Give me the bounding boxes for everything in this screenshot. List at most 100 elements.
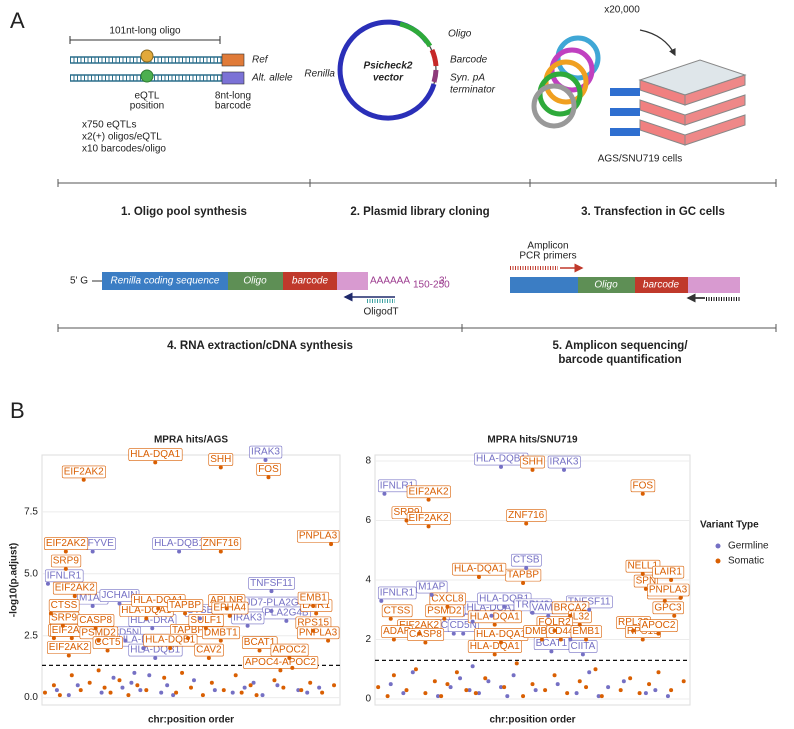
y-tick-label: 4 [365, 575, 371, 586]
point [643, 691, 648, 696]
renilla-block [102, 272, 228, 290]
point [445, 604, 450, 609]
point [502, 604, 507, 609]
point [555, 682, 560, 687]
point [218, 465, 223, 470]
point [628, 676, 633, 681]
oligo-length: 101nt-long oligo [109, 26, 181, 37]
point [640, 491, 645, 496]
point [51, 636, 56, 641]
point [524, 566, 529, 571]
barcode-arc [429, 48, 439, 67]
point-label: TAPBP [507, 570, 539, 581]
point-label: HLA-DQA1 [130, 449, 180, 460]
tail-block [337, 272, 368, 290]
point [653, 688, 658, 693]
alt-allele [140, 69, 154, 83]
point [203, 626, 208, 631]
point [647, 682, 652, 687]
point-label: PNPLA3 [299, 531, 338, 542]
point-label: APOC2 [642, 620, 676, 631]
y-tick-label: 8 [365, 456, 371, 467]
point-label: SULF1 [190, 615, 222, 626]
point [320, 690, 325, 695]
point-label: IFNLR1 [380, 480, 415, 491]
point [665, 694, 670, 699]
point [239, 690, 244, 695]
point [593, 667, 598, 672]
point-label: IL32 [570, 611, 590, 622]
five-prime: 5' G [70, 276, 88, 287]
point [376, 685, 381, 690]
point-label: APOC2 [272, 645, 306, 656]
point [451, 631, 456, 636]
point [426, 524, 431, 529]
oligo-diagram: 101nt-long oligo Ref Alt. allele eQTL po… [69, 26, 293, 155]
point [102, 685, 107, 690]
point-label: SPN [636, 576, 657, 587]
point [499, 685, 503, 690]
point [138, 688, 143, 693]
point [643, 586, 648, 591]
flask [684, 114, 746, 146]
point-label: CTSS [384, 605, 411, 616]
point-label: HLA-DQA1 [476, 629, 526, 640]
point [388, 616, 393, 621]
point [577, 679, 582, 684]
cap [610, 108, 640, 116]
point-label: CCT5 [94, 637, 121, 648]
point-label: BRCA2 [554, 602, 588, 613]
x-axis-label: chr:position order [489, 715, 575, 726]
cap [610, 88, 640, 96]
point-label: IFNLR1 [380, 587, 415, 598]
point-label: M1AP [79, 593, 107, 604]
oligo-block [228, 272, 283, 290]
point-label: HLA-DQB1 [476, 454, 526, 465]
point [432, 679, 437, 684]
point [162, 675, 167, 680]
point [200, 693, 205, 698]
point [423, 640, 428, 645]
step: 5. Amplicon sequencing/ [552, 340, 688, 352]
point-label: EIF2AK2 [409, 486, 449, 497]
point-label: CTSS [51, 600, 78, 611]
point [117, 678, 122, 683]
point [558, 637, 563, 642]
point [153, 460, 158, 465]
legend-title: Variant Type [700, 520, 759, 531]
point-label: HLA-DRA [130, 615, 174, 626]
point-label: FOS [258, 464, 279, 475]
point [299, 688, 304, 693]
point [410, 670, 415, 675]
step: barcode quantification [558, 354, 681, 366]
point [314, 611, 319, 616]
point-label: EIF2AK2 [64, 466, 104, 477]
renilla-arc [337, 19, 437, 121]
renilla-block [510, 277, 578, 293]
barcode-note: 8nt-long [215, 91, 251, 102]
legend: Variant Type Germline Somatic [700, 520, 769, 567]
point [99, 690, 104, 695]
primers-label: Amplicon [527, 241, 568, 252]
point [492, 652, 497, 657]
point [426, 497, 431, 502]
point-label: GPC3 [654, 602, 682, 613]
point-label: TNFSF11 [250, 578, 293, 589]
point [251, 680, 256, 685]
point [269, 589, 274, 594]
point [621, 679, 626, 684]
point [275, 683, 280, 688]
step: 3. Transfection in GC cells [581, 206, 725, 218]
point [546, 613, 551, 618]
step: 2. Plasmid library cloning [350, 206, 489, 218]
point-label: HLA-DQA1 [121, 605, 171, 616]
point [483, 676, 488, 681]
ref-label: Ref [252, 55, 269, 66]
point [580, 652, 585, 657]
point-label: CD5N [112, 627, 139, 638]
point [539, 637, 544, 642]
chart: MPRA hits/AGS chr:position order -log10(p.… [9, 435, 341, 726]
point-label: HLA-DQB1 [130, 645, 180, 656]
point-label: EIF2AK2 [49, 642, 89, 653]
point [681, 679, 686, 684]
